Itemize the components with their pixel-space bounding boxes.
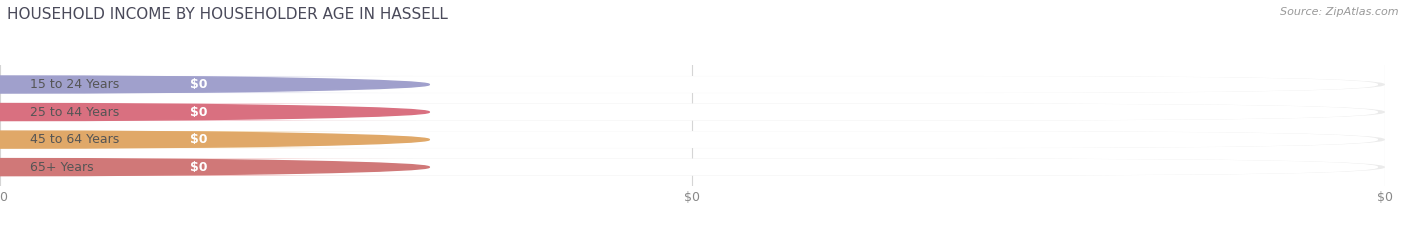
Text: $0: $0 — [190, 106, 208, 119]
FancyBboxPatch shape — [7, 131, 1378, 148]
Circle shape — [0, 103, 429, 121]
Text: 15 to 24 Years: 15 to 24 Years — [31, 78, 120, 91]
Circle shape — [0, 76, 429, 93]
FancyBboxPatch shape — [0, 76, 416, 93]
FancyBboxPatch shape — [0, 159, 416, 176]
Circle shape — [0, 159, 429, 176]
Text: $0: $0 — [190, 133, 208, 146]
FancyBboxPatch shape — [7, 76, 1378, 93]
FancyBboxPatch shape — [0, 159, 1385, 176]
Text: 65+ Years: 65+ Years — [31, 161, 94, 174]
Text: HOUSEHOLD INCOME BY HOUSEHOLDER AGE IN HASSELL: HOUSEHOLD INCOME BY HOUSEHOLDER AGE IN H… — [7, 7, 449, 22]
FancyBboxPatch shape — [0, 103, 1385, 121]
Text: 25 to 44 Years: 25 to 44 Years — [31, 106, 120, 119]
FancyBboxPatch shape — [0, 76, 1385, 93]
FancyBboxPatch shape — [0, 103, 416, 121]
Text: Source: ZipAtlas.com: Source: ZipAtlas.com — [1281, 7, 1399, 17]
Text: $0: $0 — [190, 78, 208, 91]
Circle shape — [0, 131, 429, 148]
FancyBboxPatch shape — [7, 104, 1378, 120]
Text: $0: $0 — [190, 161, 208, 174]
Text: 45 to 64 Years: 45 to 64 Years — [31, 133, 120, 146]
FancyBboxPatch shape — [7, 159, 1378, 175]
FancyBboxPatch shape — [0, 131, 1385, 148]
FancyBboxPatch shape — [0, 131, 416, 148]
